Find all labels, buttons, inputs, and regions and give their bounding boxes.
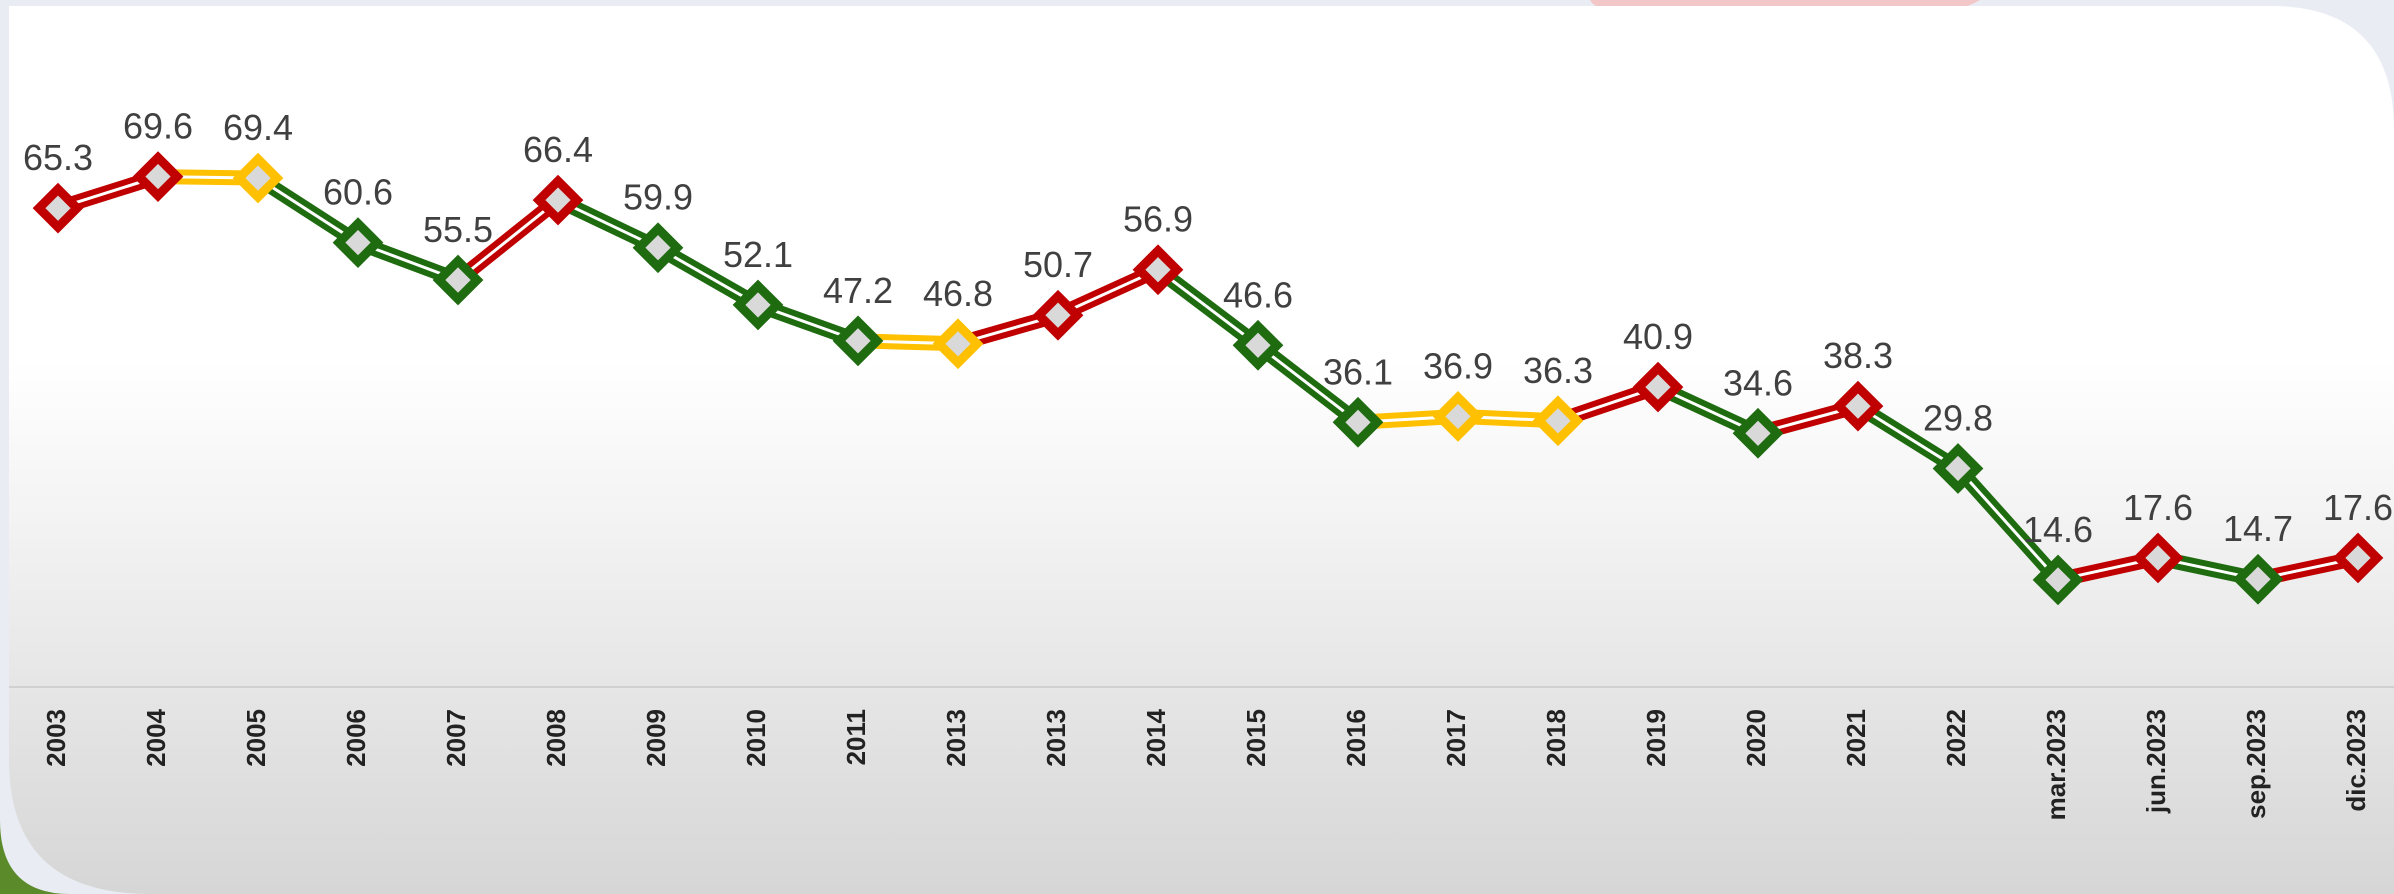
marker xyxy=(1132,244,1184,296)
x-tick-label: 2013 xyxy=(941,709,971,767)
line-segment-highlight xyxy=(1257,344,1359,424)
marker xyxy=(2232,553,2284,605)
x-tick-label: 2011 xyxy=(841,709,871,765)
line-segment-highlight xyxy=(1157,268,1259,347)
x-tick-label: 2009 xyxy=(641,709,671,767)
x-tick-label: 2007 xyxy=(441,709,471,767)
data-label: 69.6 xyxy=(123,106,193,147)
corner-decoration xyxy=(0,820,70,894)
data-label: 34.6 xyxy=(1723,362,1793,403)
marker xyxy=(1232,319,1284,371)
x-tick-label: 2006 xyxy=(341,709,371,767)
x-tick-label: 2021 xyxy=(1841,709,1871,767)
data-label: 56.9 xyxy=(1123,199,1193,240)
x-tick-label: 2013 xyxy=(1041,709,1071,767)
data-label: 52.1 xyxy=(723,234,793,275)
marker xyxy=(1932,443,1984,494)
marker xyxy=(1432,391,1484,442)
x-tick-label: 2017 xyxy=(1441,709,1471,767)
x-tick-label: sep.2023 xyxy=(2241,709,2271,819)
marker xyxy=(732,279,784,331)
marker xyxy=(132,151,184,202)
data-label: 17.6 xyxy=(2323,487,2393,528)
x-tick-label: mar.2023 xyxy=(2041,709,2071,820)
data-label: 59.9 xyxy=(623,177,693,218)
marker xyxy=(1532,395,1584,447)
x-tick-label: 2004 xyxy=(141,708,171,766)
data-label: 66.4 xyxy=(523,129,593,170)
line-segment-highlight xyxy=(1956,467,2060,581)
data-label: 65.3 xyxy=(23,137,93,178)
x-tick-label: 2016 xyxy=(1341,709,1371,767)
line-segment-highlight xyxy=(457,198,559,282)
marker xyxy=(2032,554,2084,606)
data-label: 46.6 xyxy=(1223,274,1293,315)
marker xyxy=(1732,407,1784,459)
data-label: 36.3 xyxy=(1523,350,1593,391)
marker xyxy=(432,254,484,306)
marker xyxy=(1332,396,1384,448)
x-tick-label: 2018 xyxy=(1541,709,1571,767)
data-label: 40.9 xyxy=(1623,316,1693,357)
x-tick-label: 2022 xyxy=(1941,709,1971,767)
data-label: 14.6 xyxy=(2023,509,2093,550)
x-tick-label: 2005 xyxy=(241,709,271,767)
marker xyxy=(2132,532,2184,584)
x-tick-label: dic.2023 xyxy=(2341,709,2371,812)
data-label: 46.8 xyxy=(923,273,993,314)
data-label: 36.9 xyxy=(1423,345,1493,386)
line-segment-highlight xyxy=(1857,404,1959,470)
data-label: 50.7 xyxy=(1023,244,1093,285)
x-tick-label: 2010 xyxy=(741,709,771,767)
x-tick-label: 2015 xyxy=(1241,709,1271,767)
data-label: 55.5 xyxy=(423,209,493,250)
x-tick-label: 2019 xyxy=(1641,709,1671,767)
data-label: 36.1 xyxy=(1323,351,1393,392)
marker xyxy=(1832,380,1884,432)
marker xyxy=(832,315,884,367)
marker xyxy=(232,152,284,204)
data-label: 38.3 xyxy=(1823,335,1893,376)
x-tick-label: 2008 xyxy=(541,709,571,767)
marker xyxy=(1632,361,1684,413)
x-tick-label: 2020 xyxy=(1741,709,1771,767)
x-tick-label: jun.2023 xyxy=(2141,709,2171,814)
marker xyxy=(332,217,384,268)
data-label: 14.7 xyxy=(2223,508,2293,549)
data-label: 60.6 xyxy=(323,172,393,213)
marker xyxy=(2332,532,2384,584)
data-label: 69.4 xyxy=(223,107,293,148)
marker xyxy=(932,318,984,370)
data-label: 17.6 xyxy=(2123,487,2193,528)
marker xyxy=(1032,289,1084,341)
data-label: 47.2 xyxy=(823,270,893,311)
x-tick-label: 2003 xyxy=(41,709,71,767)
line-segment-highlight xyxy=(257,176,359,244)
data-label: 29.8 xyxy=(1923,397,1993,438)
line-segment-highlight xyxy=(657,246,759,307)
x-tick-label: 2014 xyxy=(1141,708,1171,766)
marker xyxy=(632,222,684,274)
marker xyxy=(32,182,84,234)
marker xyxy=(532,174,584,226)
